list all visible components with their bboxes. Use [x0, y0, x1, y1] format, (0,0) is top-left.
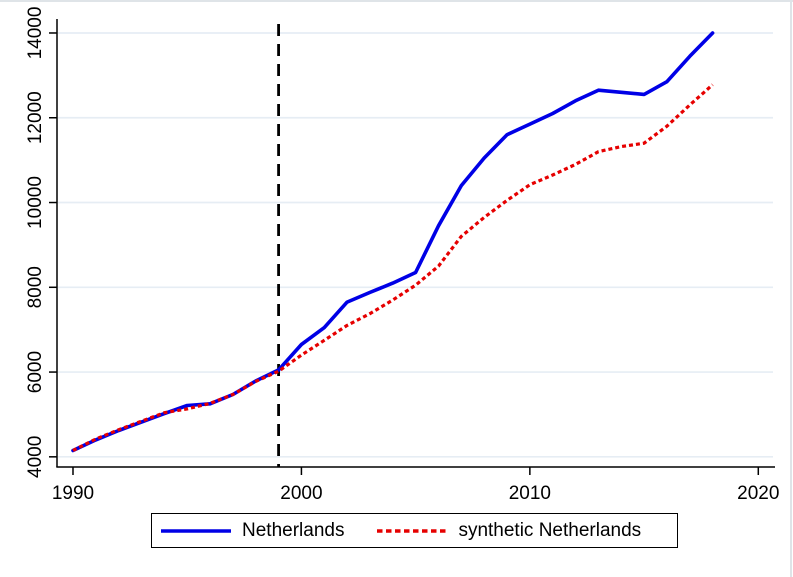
legend-netherlands-sample — [161, 528, 231, 533]
window-border-top — [0, 0, 793, 2]
legend-label-netherlands: Netherlands — [242, 519, 345, 541]
x-axis-tick-label: 1990 — [52, 483, 94, 504]
legend-label-synthetic-netherlands: synthetic Netherlands — [458, 519, 642, 541]
y-axis-tick-label: 10000 — [25, 176, 46, 229]
y-axis-tick-label: 12000 — [25, 91, 46, 144]
x-axis-tick-label: 2010 — [509, 483, 551, 504]
x-axis-tick-label: 2020 — [737, 483, 779, 504]
y-axis-tick-label: 4000 — [25, 436, 46, 478]
y-axis-tick-label: 6000 — [25, 351, 46, 393]
series-line-netherlands — [71, 31, 715, 453]
x-axis-tick-label: 2000 — [280, 483, 322, 504]
chart-legend: Netherlands synthetic Netherlands — [151, 513, 678, 548]
y-axis-tick-label: 8000 — [25, 266, 46, 308]
window-border-right — [790, 0, 792, 577]
series-line-synthetic-netherlands — [72, 83, 714, 452]
y-axis-tick-label: 14000 — [25, 7, 46, 60]
legend-synthetic-sample — [377, 528, 448, 533]
